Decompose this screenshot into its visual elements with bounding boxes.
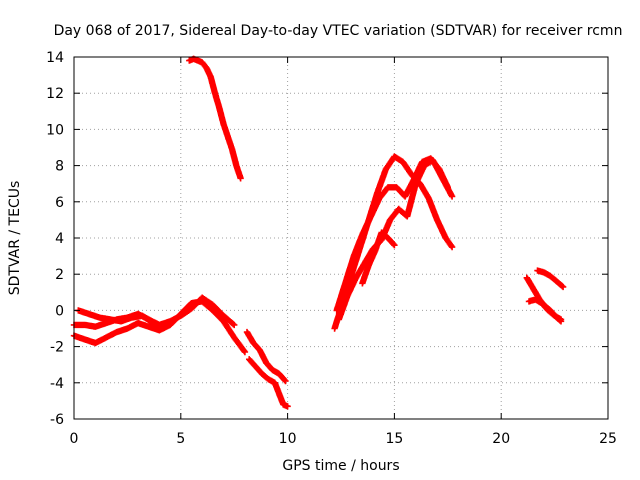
series-arc-rise-d (359, 229, 398, 287)
x-tick-label: 5 (176, 431, 185, 447)
y-tick-label: 14 (46, 50, 64, 66)
x-tick-label: 0 (70, 431, 79, 447)
y-tick-label: 4 (55, 231, 64, 247)
x-tick-label: 20 (492, 431, 510, 447)
series-arc-late-b (534, 267, 567, 291)
axis-ticks (73, 56, 609, 420)
series-arc-evening-a (243, 328, 289, 385)
y-tick-label: 12 (46, 86, 64, 102)
data-points (70, 55, 567, 410)
x-tick-labels: 0 5 10 15 20 25 (70, 431, 617, 447)
y-tick-labels: -6 -4 -2 0 2 4 6 8 10 12 14 (46, 50, 64, 428)
x-tick-label: 25 (599, 431, 617, 447)
grid-lines (74, 57, 608, 419)
y-tick-label: 6 (55, 195, 64, 211)
series-arc-high-descent (186, 55, 244, 182)
y-tick-label: -6 (50, 412, 64, 428)
x-tick-label: 15 (385, 431, 403, 447)
series-arc-late-c (525, 296, 565, 323)
y-tick-label: -4 (50, 376, 64, 392)
chart-title: Day 068 of 2017, Sidereal Day-to-day VTE… (54, 23, 623, 39)
x-axis-label: GPS time / hours (282, 458, 399, 474)
y-tick-label: 2 (55, 267, 64, 283)
series-arc-evening-b (246, 356, 291, 410)
y-tick-label: -2 (50, 340, 64, 356)
x-tick-label: 10 (279, 431, 297, 447)
y-tick-label: 0 (55, 303, 64, 319)
y-tick-label: 8 (55, 159, 64, 175)
y-axis-label: SDTVAR / TECUs (7, 181, 23, 296)
y-tick-label: 10 (46, 122, 64, 138)
